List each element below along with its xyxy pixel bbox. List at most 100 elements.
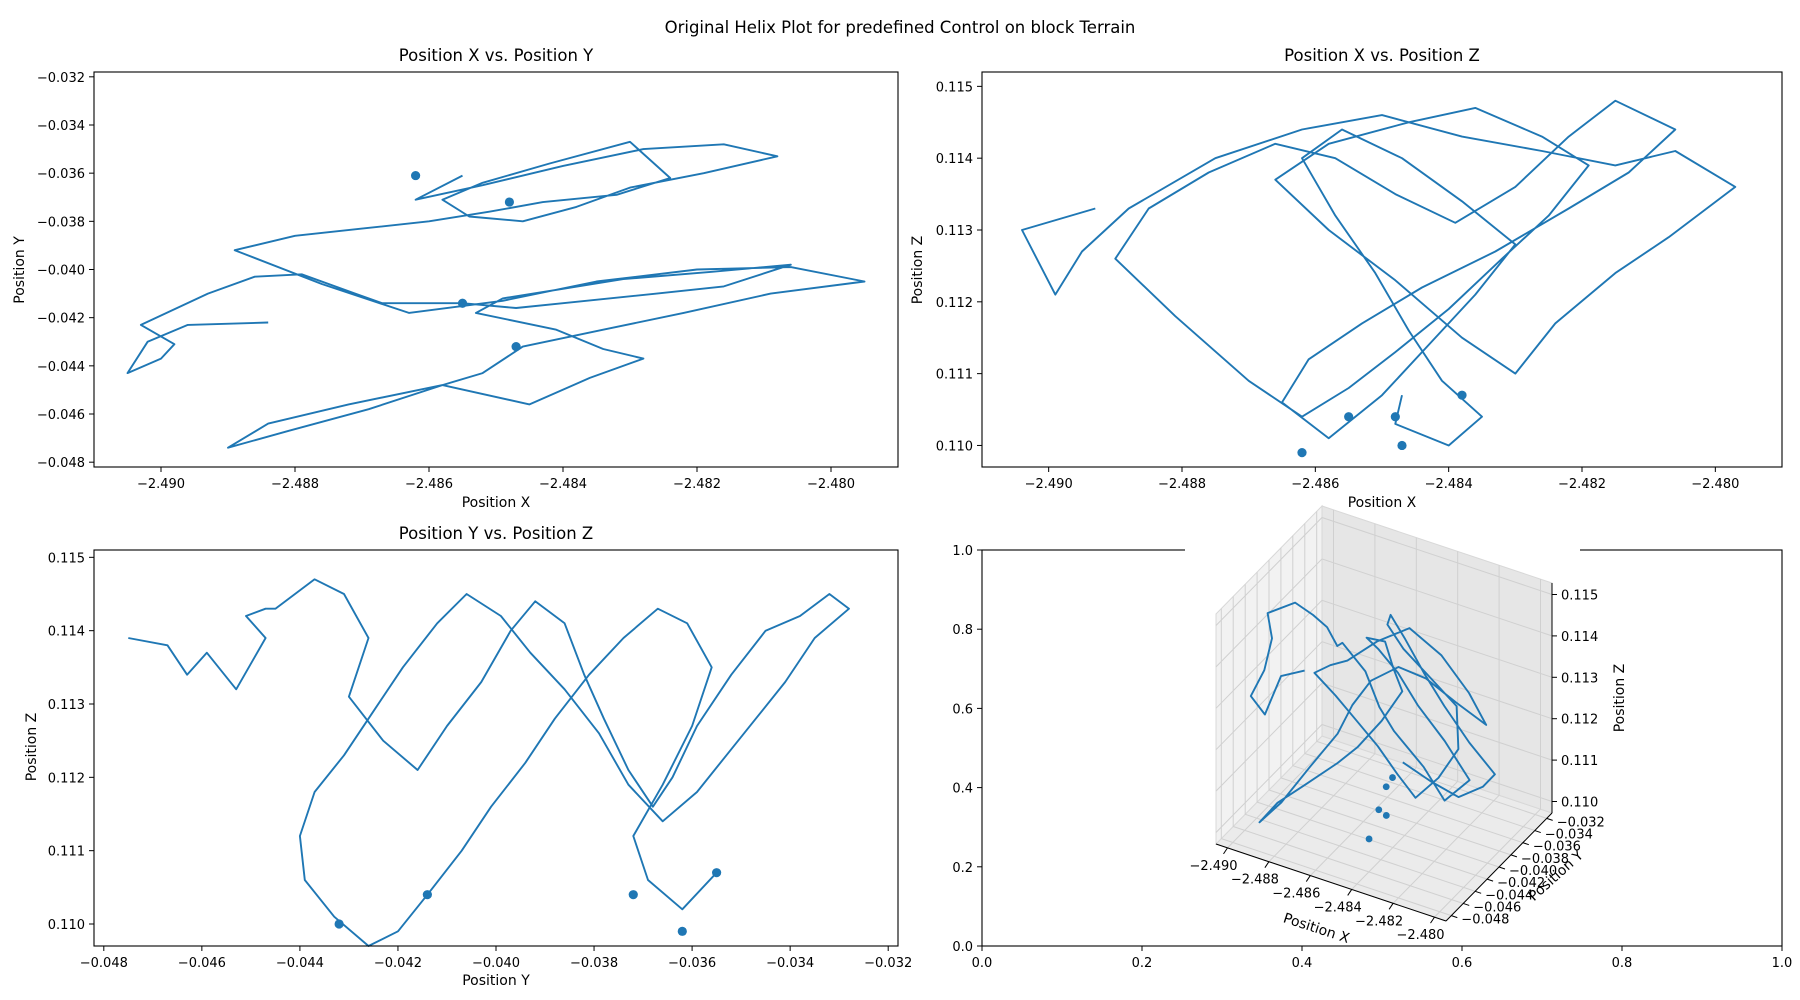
subplot-x-vs-z: Position X vs. Position Z Position X Pos… — [910, 46, 1783, 511]
x-tick-label: 0.2 — [1132, 956, 1153, 971]
data-point — [422, 890, 432, 900]
y-tick — [1463, 902, 1470, 906]
x-tick-label: −2.488 — [271, 477, 319, 492]
subplot-title: Position X vs. Position Y — [399, 46, 594, 65]
subplot-3d: 0.0 0.2 0.4 0.6 0.8 1.0 0.0 0.2 0.4 0.6 0.8 1.0 −2.4… — [952, 504, 1792, 971]
y-tick — [1546, 817, 1553, 821]
data-line-3d — [1249, 601, 1496, 824]
data-point — [457, 298, 468, 308]
y-tick-label: 0.114 — [936, 152, 973, 167]
data-point — [1297, 448, 1307, 458]
y-tick-label: −0.032 — [37, 71, 85, 86]
y-tick-label: −0.046 — [37, 408, 85, 423]
x-tick — [1347, 889, 1353, 896]
data-point — [1344, 412, 1354, 422]
y-tick-label: −0.046 — [1473, 900, 1521, 915]
grid-line — [1244, 584, 1476, 892]
x-tick-label: −2.482 — [1355, 914, 1403, 929]
y-axis-label: Position Z — [24, 713, 40, 782]
data-point — [1457, 390, 1467, 400]
y-tick-label: −0.036 — [37, 167, 85, 182]
y-tick-label: −0.044 — [37, 360, 85, 375]
x-tick-label: −0.034 — [766, 956, 814, 971]
grid-line — [1434, 579, 1541, 918]
data-point — [1389, 774, 1396, 781]
data-point — [334, 919, 344, 929]
z-tick-label: 0.115 — [1561, 589, 1598, 604]
y-tick-label: 0.110 — [48, 918, 85, 933]
x-tick-label: −2.490 — [1189, 859, 1237, 874]
data-line — [126, 140, 866, 449]
x-tick — [1305, 875, 1311, 882]
grid-line — [1215, 682, 1553, 792]
x-tick-label: −2.482 — [1558, 477, 1606, 492]
y-tick — [1474, 890, 1482, 894]
y-tick-label: 0.115 — [936, 80, 973, 95]
data-point — [1382, 783, 1390, 791]
x-tick-label: 0.4 — [1292, 956, 1313, 971]
x-tick-label: −0.036 — [668, 956, 716, 971]
y-tick-label: 0.111 — [936, 368, 973, 383]
y-tick-label: −0.038 — [37, 215, 85, 230]
x-tick-label: −0.040 — [472, 956, 520, 971]
y-tick-label: −0.032 — [1557, 815, 1605, 830]
y-tick-label: 0.114 — [48, 625, 85, 640]
x-tick-label: −2.484 — [1314, 900, 1362, 915]
y-tick — [1451, 915, 1458, 919]
x-tick-label: −2.480 — [1691, 477, 1739, 492]
x-tick-label: −0.038 — [570, 956, 618, 971]
y-tick-label: 0.113 — [936, 224, 973, 239]
z-tick-label: 0.111 — [1561, 754, 1598, 769]
data-point — [1397, 440, 1407, 451]
y-tick-label: 0.4 — [952, 782, 973, 797]
x-tick-label: −2.480 — [1396, 928, 1444, 943]
x-tick-label: −2.488 — [1231, 873, 1279, 888]
x-tick-label: −2.490 — [137, 477, 185, 492]
y-tick-label: −0.048 — [1461, 913, 1509, 928]
y-tick-label: 0.2 — [952, 861, 973, 876]
y-tick-label: 0.0 — [952, 940, 973, 955]
x-tick-label: −2.486 — [1272, 887, 1320, 902]
x-tick-label: −2.484 — [1425, 477, 1473, 492]
y-tick-label: −0.040 — [1509, 864, 1557, 879]
y-tick-label: −0.048 — [37, 456, 85, 471]
data-point — [511, 341, 521, 352]
x-axis-label: Position Y — [462, 973, 530, 989]
data-point — [411, 170, 421, 181]
grid-line — [1309, 537, 1417, 876]
y-tick-label: −0.042 — [37, 312, 85, 327]
y-tick-label: 0.110 — [936, 439, 973, 454]
y-tick-label: −0.034 — [37, 119, 85, 134]
x-tick — [1264, 861, 1270, 868]
data-point — [628, 890, 638, 900]
y-tick — [1486, 878, 1494, 882]
grid-line — [1304, 523, 1535, 831]
x-axis-label: Position X — [1281, 910, 1352, 947]
grid-line — [1215, 516, 1553, 626]
data-line — [128, 578, 850, 947]
x-tick-label: −2.490 — [1025, 477, 1073, 492]
grid-line — [1351, 551, 1459, 890]
grid-line — [1215, 723, 1553, 833]
z-tick-label: 0.112 — [1561, 713, 1598, 728]
x-tick-label: −0.042 — [374, 956, 422, 971]
x-tick-label: −0.044 — [276, 956, 324, 971]
data-point — [1390, 412, 1400, 422]
x-axis-label: Position X — [1348, 495, 1417, 511]
y-tick-label: −0.038 — [1521, 852, 1569, 867]
z-tick-label: 0.114 — [1561, 630, 1598, 645]
y-tick-label: −0.036 — [1533, 840, 1581, 855]
grid-line — [1232, 596, 1464, 904]
subplot-title: Position X vs. Position Z — [1284, 46, 1480, 65]
x-tick-label: 0.8 — [1612, 956, 1633, 971]
z-tick-label: 0.110 — [1561, 796, 1598, 811]
y-tick-label: −0.034 — [1545, 828, 1593, 843]
x-tick — [1223, 847, 1228, 855]
grid-line — [1292, 535, 1523, 844]
grid-line — [1215, 558, 1553, 668]
y-tick-label: 0.111 — [48, 845, 85, 860]
data-point — [1375, 806, 1383, 814]
x-tick-label: −2.486 — [405, 477, 453, 492]
data-point — [1365, 835, 1373, 843]
